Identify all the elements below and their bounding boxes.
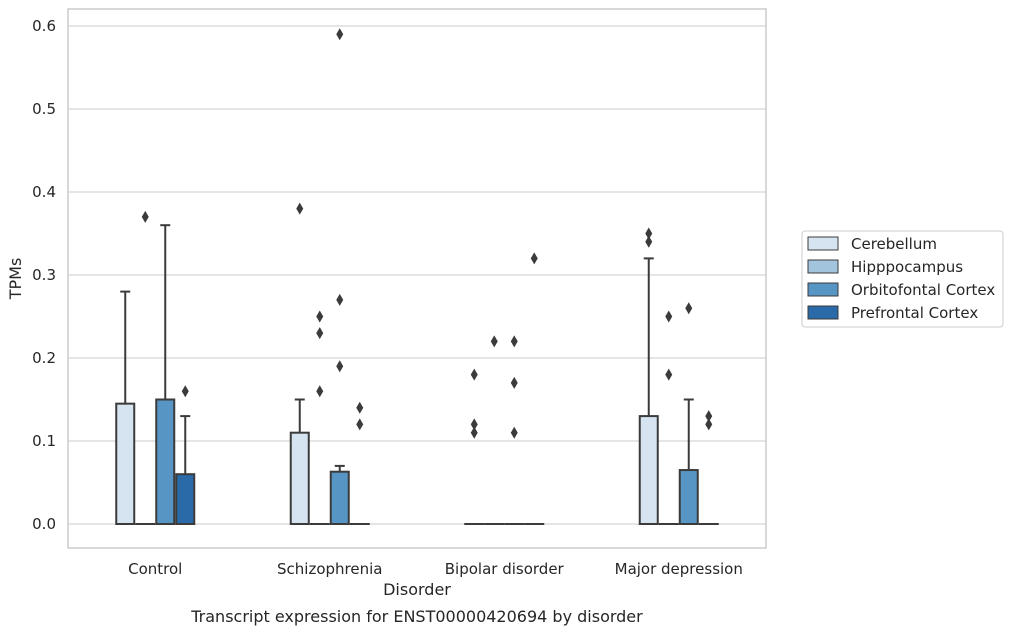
legend-label: Hipppocampus bbox=[851, 258, 963, 276]
outlier-point bbox=[336, 28, 344, 41]
outlier-point bbox=[316, 385, 324, 398]
outlier-point bbox=[705, 410, 713, 423]
box-body bbox=[329, 470, 350, 525]
y-axis-ticks: 0.0 0.1 0.2 0.3 0.4 0.5 0.6 bbox=[32, 17, 56, 533]
outlier-point bbox=[665, 368, 673, 381]
box-body bbox=[289, 431, 310, 526]
legend-frame bbox=[801, 230, 1004, 328]
outlier-point bbox=[336, 293, 344, 306]
outlier-point bbox=[645, 227, 653, 240]
outlier-point bbox=[336, 360, 344, 373]
box-cerebellum bbox=[115, 290, 136, 525]
y-tick-label: 0.2 bbox=[32, 349, 56, 367]
outlier-point bbox=[490, 335, 498, 348]
box-cerebellum bbox=[638, 257, 659, 526]
outlier-point bbox=[470, 368, 478, 381]
box-body bbox=[115, 402, 136, 525]
x-axis-label: Disorder bbox=[383, 580, 451, 599]
legend-label: Orbitofontal Cortex bbox=[851, 281, 995, 299]
legend-item: Prefrontal Cortex bbox=[807, 304, 978, 322]
outlier-point bbox=[316, 310, 324, 323]
outlier-point bbox=[705, 418, 713, 431]
outlier-point bbox=[510, 426, 518, 439]
box-orbitofontal-cortex bbox=[155, 224, 176, 525]
box-prefrontal-cortex bbox=[175, 415, 196, 526]
box-orbitofontal-cortex bbox=[329, 464, 350, 525]
outlier-point bbox=[181, 385, 189, 398]
y-axis-label: TPMs bbox=[6, 258, 25, 301]
legend-items: Cerebellum Hipppocampus Orbitofontal Corte… bbox=[807, 235, 995, 322]
legend-item: Hipppocampus bbox=[807, 258, 963, 276]
legend-swatch bbox=[807, 236, 839, 251]
outlier-point bbox=[645, 235, 653, 248]
box-body bbox=[678, 469, 699, 525]
outlier-point bbox=[510, 376, 518, 389]
outlier-point bbox=[316, 327, 324, 340]
y-tick-label: 0.1 bbox=[32, 432, 56, 450]
y-tick-label: 0.0 bbox=[32, 515, 56, 533]
outlier-point bbox=[530, 252, 538, 265]
legend-label: Prefrontal Cortex bbox=[851, 304, 978, 322]
legend-swatch bbox=[807, 259, 839, 274]
outlier-point bbox=[470, 426, 478, 439]
outlier-point bbox=[296, 202, 304, 215]
outlier-point bbox=[510, 335, 518, 348]
outlier-point bbox=[685, 302, 693, 315]
x-axis-ticks: Control Schizophrenia Bipolar disorder Majo… bbox=[128, 560, 743, 578]
box-body bbox=[638, 415, 659, 526]
legend-swatch bbox=[807, 305, 839, 320]
box-cerebellum bbox=[289, 398, 310, 526]
boxes bbox=[115, 224, 719, 526]
legend-label: Cerebellum bbox=[851, 235, 937, 253]
x-tick-label: Bipolar disorder bbox=[445, 560, 565, 578]
y-tick-label: 0.4 bbox=[32, 183, 56, 201]
outliers bbox=[141, 28, 713, 439]
outlier-point bbox=[141, 210, 149, 223]
x-tick-label: Control bbox=[128, 560, 182, 578]
legend: Cerebellum Hipppocampus Orbitofontal Corte… bbox=[801, 230, 1004, 328]
box-body bbox=[175, 473, 196, 526]
legend-swatch bbox=[807, 282, 839, 297]
box-orbitofontal-cortex bbox=[678, 398, 699, 525]
plot-area-frame bbox=[67, 8, 767, 549]
legend-item: Orbitofontal Cortex bbox=[807, 281, 995, 299]
chart-caption: Transcript expression for ENST0000042069… bbox=[190, 607, 643, 626]
y-tick-label: 0.5 bbox=[32, 100, 56, 118]
box-body bbox=[155, 398, 176, 525]
outlier-point bbox=[356, 401, 364, 414]
x-tick-label: Major depression bbox=[615, 560, 743, 578]
x-tick-label: Schizophrenia bbox=[277, 560, 382, 578]
outlier-point bbox=[470, 418, 478, 431]
outlier-point bbox=[665, 310, 673, 323]
y-tick-label: 0.6 bbox=[32, 17, 56, 35]
outlier-point bbox=[356, 418, 364, 431]
legend-item: Cerebellum bbox=[807, 235, 937, 253]
y-tick-label: 0.3 bbox=[32, 266, 56, 284]
